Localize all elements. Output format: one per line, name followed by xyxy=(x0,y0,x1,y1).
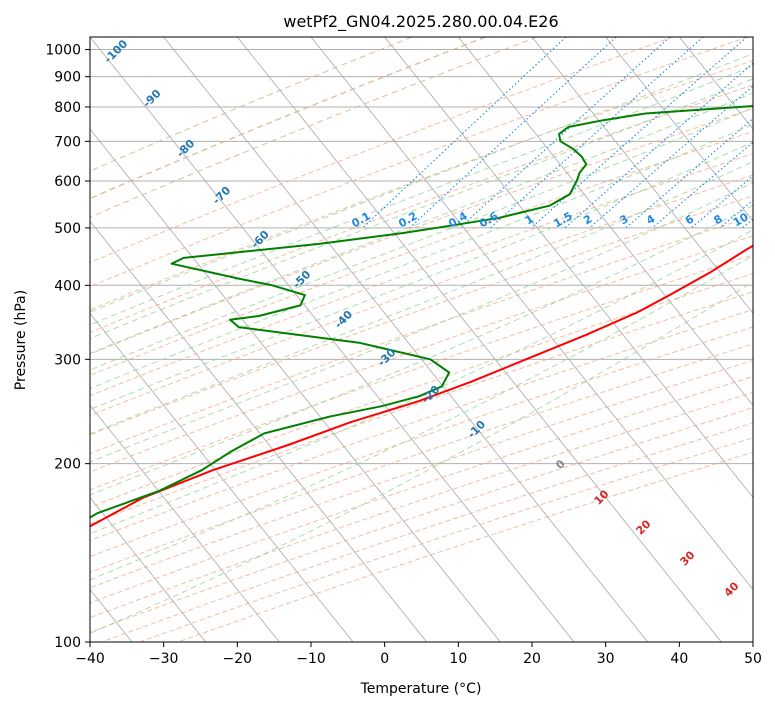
x-tick-label: −10 xyxy=(296,651,326,667)
isotherm-line xyxy=(531,37,753,314)
moist-adiabat-line xyxy=(90,181,753,463)
y-tick-label: 800 xyxy=(54,100,81,116)
dry-adiabat-line xyxy=(90,391,753,619)
tan-adiabat-line xyxy=(90,37,486,200)
dry-adiabat-line xyxy=(90,195,753,436)
dewpoint-profile-line xyxy=(90,105,753,519)
x-tick-label: −20 xyxy=(223,651,253,667)
axes: −40 −30 −20 −10 0 10 20 30 40 50 100 200 300 400 500 60… xyxy=(45,43,762,667)
x-tick-label: 0 xyxy=(380,651,389,667)
isotherm-line xyxy=(90,128,501,642)
x-axis-label: Temperature (°C) xyxy=(360,681,482,697)
isotherm-line xyxy=(458,37,753,406)
isotherm-line xyxy=(90,312,354,642)
y-tick-label: 1000 xyxy=(45,43,81,59)
dry-adiabat-line xyxy=(90,359,753,589)
dry-adiabat-line xyxy=(90,84,753,333)
tan-adiabat-line xyxy=(90,37,413,172)
x-tick-label: −30 xyxy=(149,651,179,667)
dry-adiabat-line xyxy=(90,153,753,397)
moist-adiabat-line xyxy=(90,254,753,581)
mixing-ratio-line xyxy=(459,37,671,229)
isotherm-line xyxy=(90,404,280,642)
dry-adiabat-line xyxy=(90,37,673,264)
x-tick-label: 50 xyxy=(744,651,762,667)
moist-adiabat-line xyxy=(90,78,753,340)
y-tick-label: 700 xyxy=(54,134,81,150)
mixing-ratio-line xyxy=(564,62,753,229)
mixing-ratio-line xyxy=(490,37,704,229)
dry-adiabat-line xyxy=(90,376,753,604)
dry-adiabat-line xyxy=(90,343,753,573)
dry-adiabat-line xyxy=(90,37,748,288)
mixing-ratio-lines xyxy=(362,37,753,229)
x-tick-label: 10 xyxy=(449,651,467,667)
y-tick-label: 900 xyxy=(54,70,81,86)
mixing-ratio-line xyxy=(652,141,753,229)
x-tick-label: 20 xyxy=(523,651,541,667)
y-tick-label: 600 xyxy=(54,174,81,190)
dry-adiabat-line xyxy=(90,174,753,417)
plot-frame xyxy=(89,36,754,643)
x-tick-label: 30 xyxy=(597,651,615,667)
isotherm-line xyxy=(605,37,753,222)
isotherm-line xyxy=(163,37,648,642)
isotherm-line xyxy=(237,37,722,642)
moist-adiabat-line xyxy=(90,92,753,355)
y-tick-label: 200 xyxy=(54,457,81,473)
moist-adiabat-line xyxy=(90,160,753,435)
y-tick-label: 100 xyxy=(54,635,81,651)
y-tick-label: 300 xyxy=(54,352,81,368)
x-tick-label: −40 xyxy=(75,651,105,667)
chart-title: wetPf2_GN04.2025.280.00.04.E26 xyxy=(283,12,558,32)
x-tick-label: 40 xyxy=(670,651,688,667)
moist-adiabat-line xyxy=(90,281,753,634)
moist-adiabat-line xyxy=(90,204,753,496)
dry-adiabat-line xyxy=(90,59,753,311)
moist-adiabat-line xyxy=(90,65,753,326)
moist-adiabat-line xyxy=(90,53,753,313)
y-tick-label: 500 xyxy=(54,221,81,237)
profile-lines xyxy=(90,105,753,528)
temperature-profile-line xyxy=(90,244,753,528)
dry-adiabat-line xyxy=(90,107,753,355)
background-reference-lines xyxy=(90,37,753,642)
moist-adiabat-line xyxy=(90,123,753,389)
isotherm-line xyxy=(90,496,206,642)
y-axis-label: Pressure (hPa) xyxy=(13,290,29,390)
y-tick-label: 400 xyxy=(54,278,81,294)
